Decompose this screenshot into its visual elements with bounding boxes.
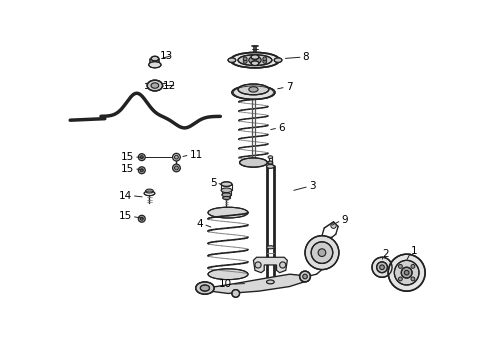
- Text: 11: 11: [190, 150, 203, 160]
- Ellipse shape: [268, 156, 273, 158]
- Ellipse shape: [221, 182, 232, 186]
- Ellipse shape: [146, 189, 153, 193]
- Circle shape: [411, 265, 415, 268]
- Ellipse shape: [144, 191, 155, 195]
- Ellipse shape: [238, 55, 272, 66]
- Circle shape: [255, 262, 261, 268]
- Circle shape: [172, 153, 180, 161]
- Ellipse shape: [222, 197, 230, 199]
- Ellipse shape: [200, 285, 210, 291]
- Circle shape: [331, 223, 336, 228]
- Text: 6: 6: [278, 123, 285, 133]
- Ellipse shape: [267, 280, 274, 284]
- Circle shape: [243, 57, 247, 61]
- Circle shape: [140, 169, 143, 172]
- Circle shape: [263, 59, 267, 63]
- Ellipse shape: [230, 53, 280, 68]
- Text: 15: 15: [121, 164, 134, 174]
- Ellipse shape: [208, 269, 248, 280]
- Ellipse shape: [268, 161, 273, 164]
- Circle shape: [243, 59, 247, 63]
- Circle shape: [388, 254, 425, 291]
- Circle shape: [377, 262, 388, 273]
- Circle shape: [174, 166, 178, 170]
- Circle shape: [401, 267, 412, 278]
- Circle shape: [411, 277, 415, 281]
- Text: 4: 4: [197, 219, 203, 229]
- Ellipse shape: [249, 56, 261, 64]
- Ellipse shape: [251, 55, 259, 59]
- Ellipse shape: [208, 207, 248, 218]
- Text: 2: 2: [382, 249, 389, 259]
- Ellipse shape: [149, 62, 161, 68]
- Circle shape: [138, 215, 145, 222]
- Circle shape: [140, 156, 143, 159]
- Ellipse shape: [221, 188, 232, 193]
- Text: 3: 3: [309, 181, 316, 192]
- Text: 10: 10: [219, 279, 232, 289]
- Circle shape: [404, 270, 409, 275]
- Ellipse shape: [267, 165, 274, 168]
- Circle shape: [398, 277, 402, 281]
- Ellipse shape: [228, 58, 236, 62]
- Circle shape: [305, 236, 339, 270]
- Ellipse shape: [147, 80, 163, 91]
- Text: 12: 12: [163, 81, 176, 91]
- Polygon shape: [199, 274, 309, 293]
- Circle shape: [138, 154, 145, 161]
- Circle shape: [172, 164, 180, 172]
- Text: 8: 8: [303, 52, 309, 62]
- Ellipse shape: [222, 193, 231, 197]
- Text: 13: 13: [159, 50, 172, 60]
- Ellipse shape: [251, 61, 259, 66]
- Ellipse shape: [240, 158, 268, 167]
- Circle shape: [303, 274, 307, 279]
- Text: 15: 15: [121, 152, 134, 162]
- Circle shape: [318, 249, 326, 256]
- Circle shape: [372, 257, 392, 277]
- Polygon shape: [253, 257, 287, 273]
- Ellipse shape: [196, 282, 214, 294]
- Text: 5: 5: [210, 177, 217, 188]
- Ellipse shape: [238, 84, 269, 95]
- Circle shape: [138, 167, 145, 174]
- Ellipse shape: [274, 58, 282, 62]
- Circle shape: [398, 265, 402, 268]
- Ellipse shape: [249, 87, 258, 92]
- Circle shape: [311, 242, 333, 264]
- Circle shape: [300, 271, 311, 282]
- Text: 7: 7: [286, 82, 293, 92]
- Circle shape: [174, 155, 178, 159]
- Circle shape: [394, 260, 419, 285]
- Text: 15: 15: [119, 211, 132, 221]
- Text: 1: 1: [411, 246, 418, 256]
- Circle shape: [380, 265, 384, 270]
- Text: 9: 9: [341, 215, 348, 225]
- Ellipse shape: [232, 86, 275, 99]
- Ellipse shape: [267, 246, 274, 249]
- Circle shape: [263, 57, 267, 61]
- Circle shape: [140, 217, 143, 220]
- Circle shape: [280, 262, 286, 268]
- Circle shape: [232, 289, 240, 297]
- Ellipse shape: [151, 56, 159, 61]
- Text: 14: 14: [119, 191, 132, 201]
- Ellipse shape: [151, 83, 159, 88]
